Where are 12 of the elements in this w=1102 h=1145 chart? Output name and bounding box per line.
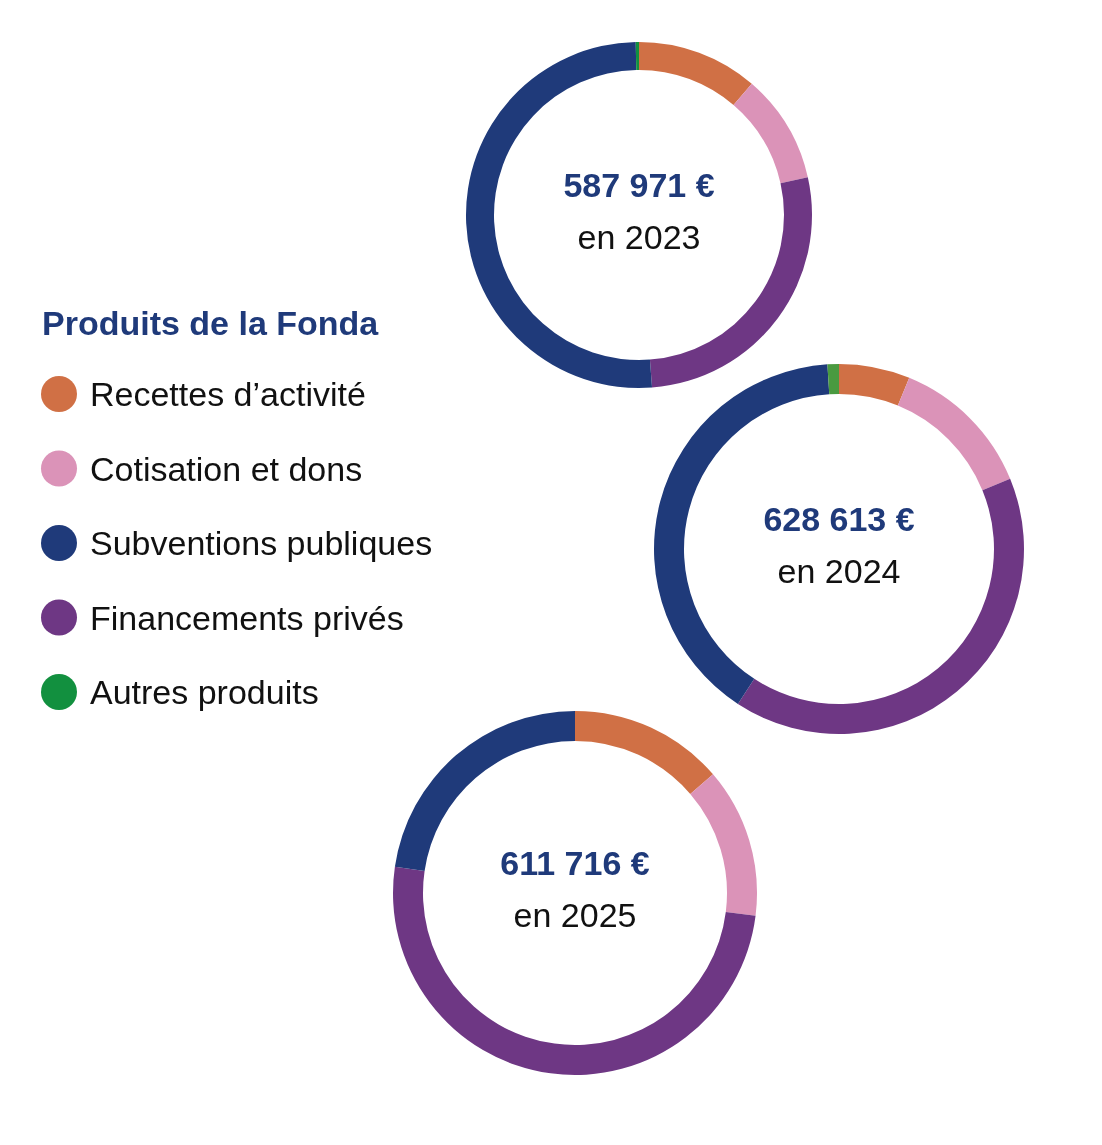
text: en 2024 bbox=[777, 552, 901, 590]
legend-label: Recettes d’activité bbox=[90, 375, 366, 413]
text: en 2023 bbox=[577, 218, 701, 256]
text: 611 716 € bbox=[500, 844, 650, 882]
legend-title: Produits de la Fonda bbox=[42, 304, 380, 342]
legend-label: Financements privés bbox=[90, 598, 404, 637]
legend-label: Cotisation et dons bbox=[90, 449, 363, 488]
legend-label: Autres produits bbox=[90, 673, 319, 711]
text: 628 613 € bbox=[763, 500, 915, 538]
text: en 2025 bbox=[513, 896, 637, 934]
text: 587 971 € bbox=[563, 166, 715, 204]
legend-label: Subventions publiques bbox=[90, 524, 433, 562]
